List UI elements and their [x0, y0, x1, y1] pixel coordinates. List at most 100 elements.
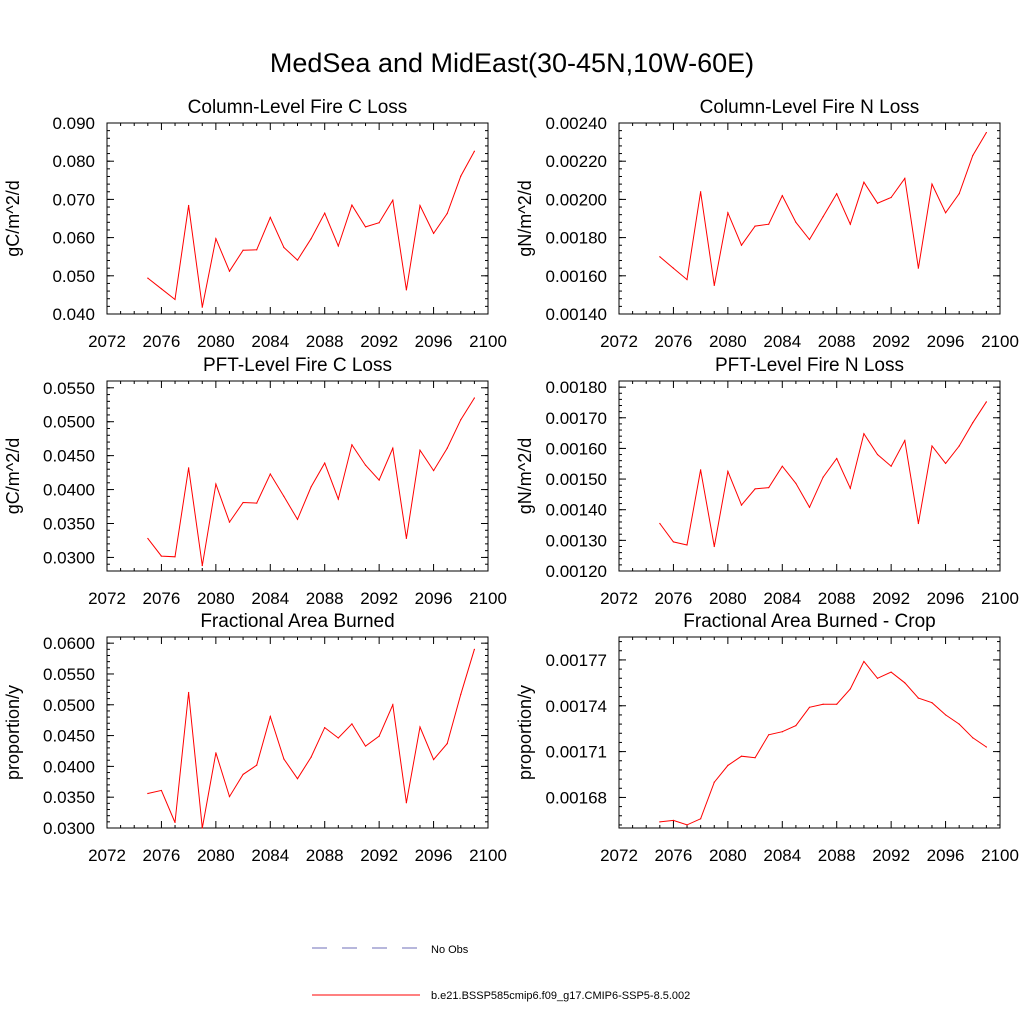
panel3-data-point — [324, 462, 326, 464]
panel6-data-point — [727, 764, 729, 766]
panel1-x-tick-label: 2080 — [197, 332, 235, 351]
panel4-data-point — [931, 445, 933, 447]
panel1-data-point — [174, 298, 176, 301]
panel2-x-tick-label: 2076 — [655, 332, 693, 351]
panel3-data-point — [269, 473, 271, 475]
panel1-data-point — [228, 270, 231, 272]
panel2-data-point — [944, 212, 947, 214]
panel1-data-point — [337, 245, 339, 247]
panel5-x-tick-label: 2100 — [469, 846, 507, 865]
panel6-data-point — [700, 818, 702, 820]
panel2-data-point — [985, 131, 987, 134]
legend-obs-label: No Obs — [431, 944, 469, 956]
panel1-y-axis-label: gC/m^2/d — [3, 180, 23, 256]
panel5-data-point — [310, 756, 312, 758]
panel3-data-point — [242, 501, 244, 504]
panel1-x-tick-label: 2100 — [469, 332, 507, 351]
panel6-frame — [618, 636, 1001, 829]
panel2-data-point — [876, 202, 879, 204]
panel4-data-point — [754, 488, 756, 490]
panel1-data-point — [419, 204, 421, 207]
panel3-x-tick-label: 2084 — [251, 589, 289, 608]
panel2-data-point — [931, 183, 933, 185]
panel3-y-tick-label: 0.0350 — [43, 515, 95, 534]
panel4-y-tick-label: 0.00120 — [546, 562, 607, 581]
panel1-x-tick-label: 2088 — [306, 332, 344, 351]
panel3-y-tick-label: 0.0500 — [43, 413, 95, 432]
panel5-data-point — [351, 723, 353, 725]
panel1-y-tick-label: 0.060 — [52, 229, 95, 248]
panel3-data-point — [460, 419, 462, 421]
panel3-data-point — [283, 495, 285, 497]
panel4-x-tick-label: 2080 — [709, 589, 747, 608]
panel6-data-point — [713, 781, 715, 783]
panel1-data-point — [269, 216, 271, 218]
panel4-y-tick-label: 0.00160 — [546, 439, 607, 458]
panel3-x-tick-label: 2088 — [306, 589, 344, 608]
panel4-data-point — [904, 439, 906, 442]
panel3-data-point — [188, 467, 190, 469]
panel1-data-point — [242, 249, 244, 251]
panel5-data-point — [188, 691, 190, 694]
legend-model-label: b.e21.BSSP585cmip6.f09_g17.CMIP6-SSP5-8.… — [431, 990, 690, 1002]
panel2-data-point — [727, 212, 729, 214]
panel1-x-tick-label: 2072 — [88, 332, 126, 351]
panel4-data-point — [863, 433, 865, 435]
panel3-data-point — [364, 464, 367, 466]
panel4-data-point — [686, 544, 688, 546]
panel1-x-tick-label: 2092 — [360, 332, 398, 351]
panel1-data-point — [283, 246, 285, 249]
panel2-data-point — [972, 154, 974, 157]
panel1-x-tick-label: 2096 — [415, 332, 453, 351]
panel6-data-point — [958, 723, 960, 725]
panel4-data-point — [659, 522, 661, 525]
panel6-title: Fractional Area Burned - Crop — [683, 611, 935, 632]
panel3-x-tick-label: 2096 — [415, 589, 453, 608]
panel4-data-point — [972, 422, 974, 424]
panel1-data-point — [460, 175, 462, 177]
panel5-data-point — [160, 789, 163, 792]
panel3-data-point — [228, 521, 231, 523]
panel6-data-point — [917, 697, 919, 699]
panel6-y-tick-label: 0.00177 — [546, 651, 607, 670]
panel3-x-tick-label: 2100 — [469, 589, 507, 608]
panel2-x-tick-label: 2096 — [927, 332, 965, 351]
panel3-data-point — [174, 556, 176, 558]
panel4-data-point — [958, 445, 960, 447]
panel4-data-point — [808, 506, 811, 508]
panel6-data-point — [876, 677, 879, 679]
panel4-x-tick-label: 2084 — [763, 589, 801, 608]
panel4-x-tick-label: 2072 — [600, 589, 638, 608]
panel6-y-tick-label: 0.00174 — [546, 697, 607, 716]
panel1-data-point — [296, 259, 299, 261]
panel1-data-point — [310, 238, 312, 240]
panel3-data-point — [378, 479, 380, 481]
panel3-data-point — [215, 483, 217, 485]
panel6-series-line — [659, 660, 987, 826]
panel1-y-tick-label: 0.080 — [52, 152, 95, 171]
panel5-data-point — [460, 693, 462, 695]
panel4-x-tick-label: 2096 — [927, 589, 965, 608]
panel5-data-point — [215, 752, 217, 754]
panel2-data-point — [659, 256, 661, 258]
panel3-data-point — [432, 469, 435, 472]
panel5-y-tick-label: 0.0500 — [43, 696, 95, 715]
panel6-data-point — [740, 755, 743, 757]
panel2-data-point — [822, 215, 824, 218]
panel1-data-point — [446, 212, 448, 215]
panel1-data-point — [324, 212, 326, 214]
panel2-data-point — [713, 284, 715, 286]
panel1-x-tick-label: 2084 — [251, 332, 289, 351]
panel2-data-point — [917, 267, 919, 269]
figure-title: MedSea and MidEast(30-45N,10W-60E) — [269, 48, 755, 78]
panel5-y-tick-label: 0.0600 — [43, 634, 95, 653]
panel4-x-tick-label: 2100 — [981, 589, 1019, 608]
panel1-data-point — [364, 226, 367, 228]
panel3-data-point — [405, 537, 407, 540]
panel4-data-point — [700, 469, 702, 471]
panel5-y-tick-label: 0.0450 — [43, 727, 95, 746]
panel5-data-point — [446, 742, 448, 745]
panel6-x-tick-label: 2096 — [927, 846, 965, 865]
panel4-title: PFT-Level Fire N Loss — [715, 355, 904, 376]
